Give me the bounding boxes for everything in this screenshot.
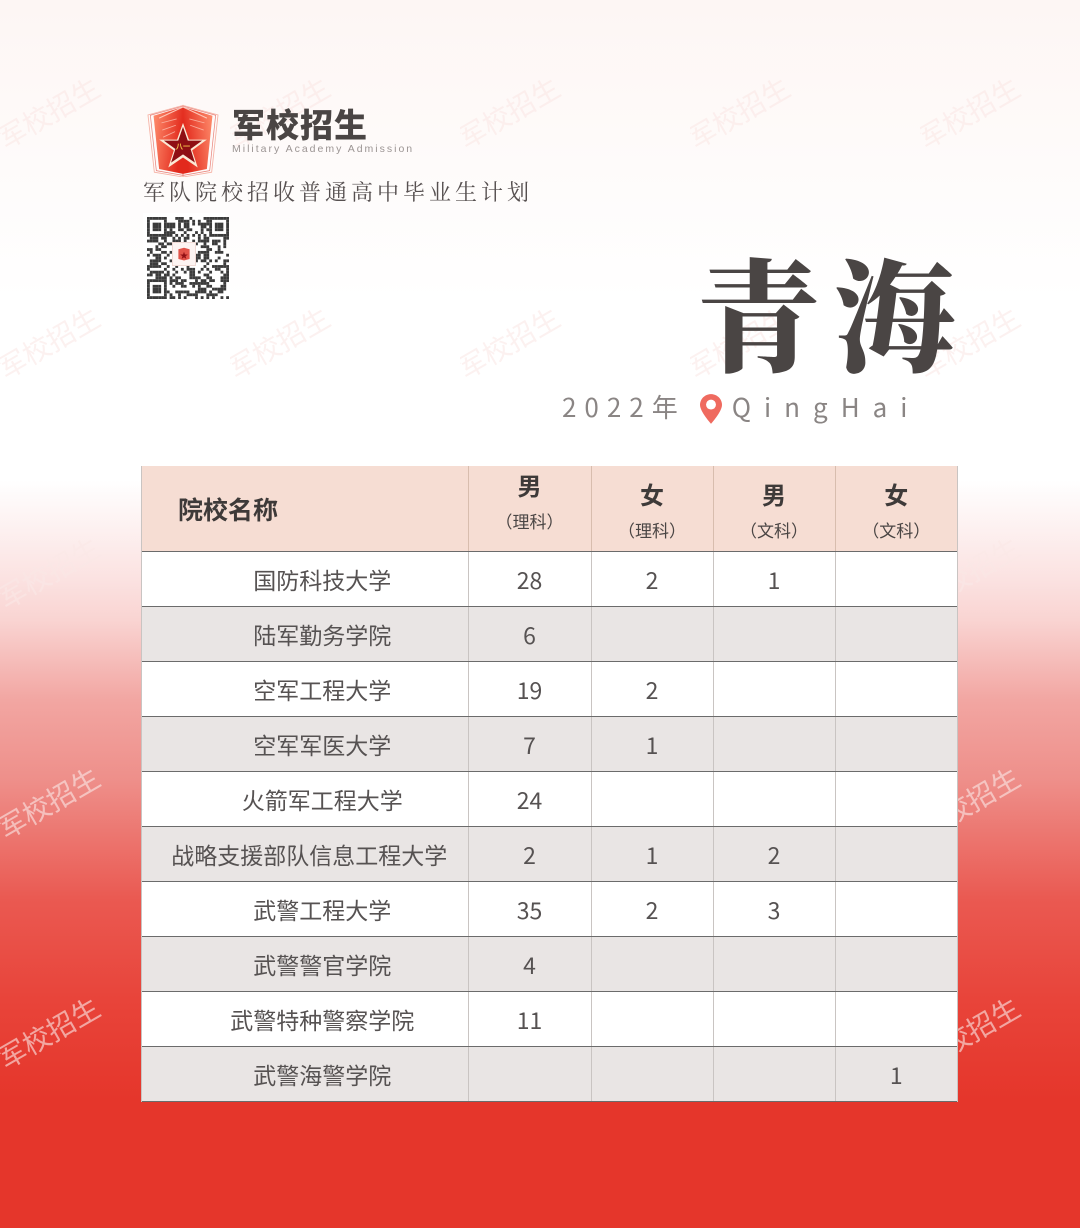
svg-text:八一: 八一 [176,142,190,152]
